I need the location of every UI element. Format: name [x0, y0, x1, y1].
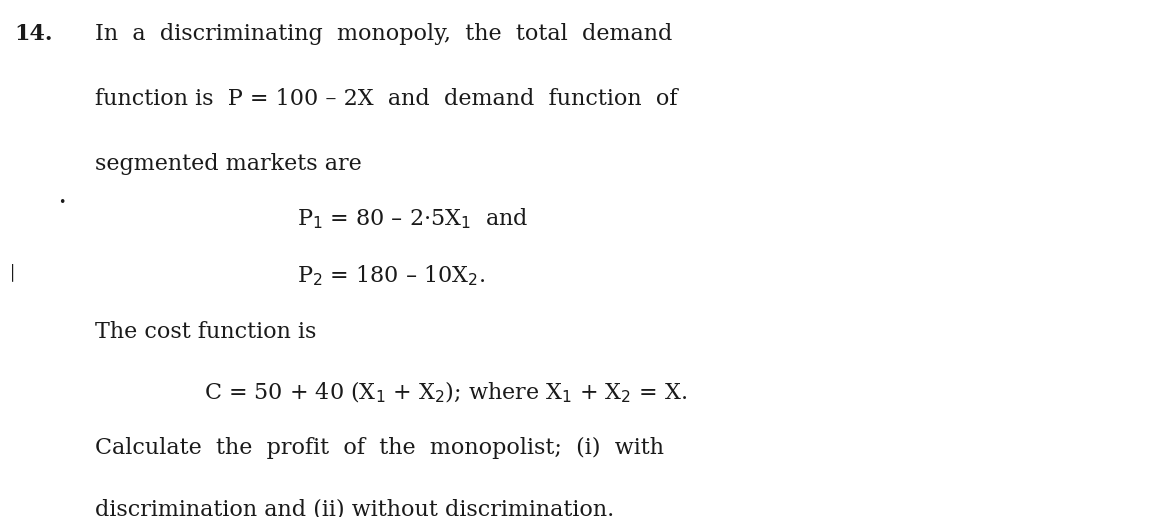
Text: 14.: 14.: [14, 23, 52, 45]
Text: The cost function is: The cost function is: [95, 321, 317, 343]
Text: P$_2$ = 180 – 10X$_2$.: P$_2$ = 180 – 10X$_2$.: [297, 264, 485, 288]
Text: In  a  discriminating  monopoly,  the  total  demand: In a discriminating monopoly, the total …: [95, 23, 673, 45]
Text: Calculate  the  profit  of  the  monopolist;  (i)  with: Calculate the profit of the monopolist; …: [95, 437, 665, 459]
Text: segmented markets are: segmented markets are: [95, 153, 362, 175]
Text: function is  P = 100 – 2X  and  demand  function  of: function is P = 100 – 2X and demand func…: [95, 88, 677, 110]
Text: discrimination and (ii) without discrimination.: discrimination and (ii) without discrimi…: [95, 499, 615, 517]
Text: •: •: [58, 196, 65, 209]
Text: P$_1$ = 80 – 2·5X$_1$  and: P$_1$ = 80 – 2·5X$_1$ and: [297, 207, 528, 232]
Text: C = 50 + 40 (X$_1$ + X$_2$); where X$_1$ + X$_2$ = X.: C = 50 + 40 (X$_1$ + X$_2$); where X$_1$…: [204, 380, 687, 405]
Text: │: │: [8, 264, 17, 281]
